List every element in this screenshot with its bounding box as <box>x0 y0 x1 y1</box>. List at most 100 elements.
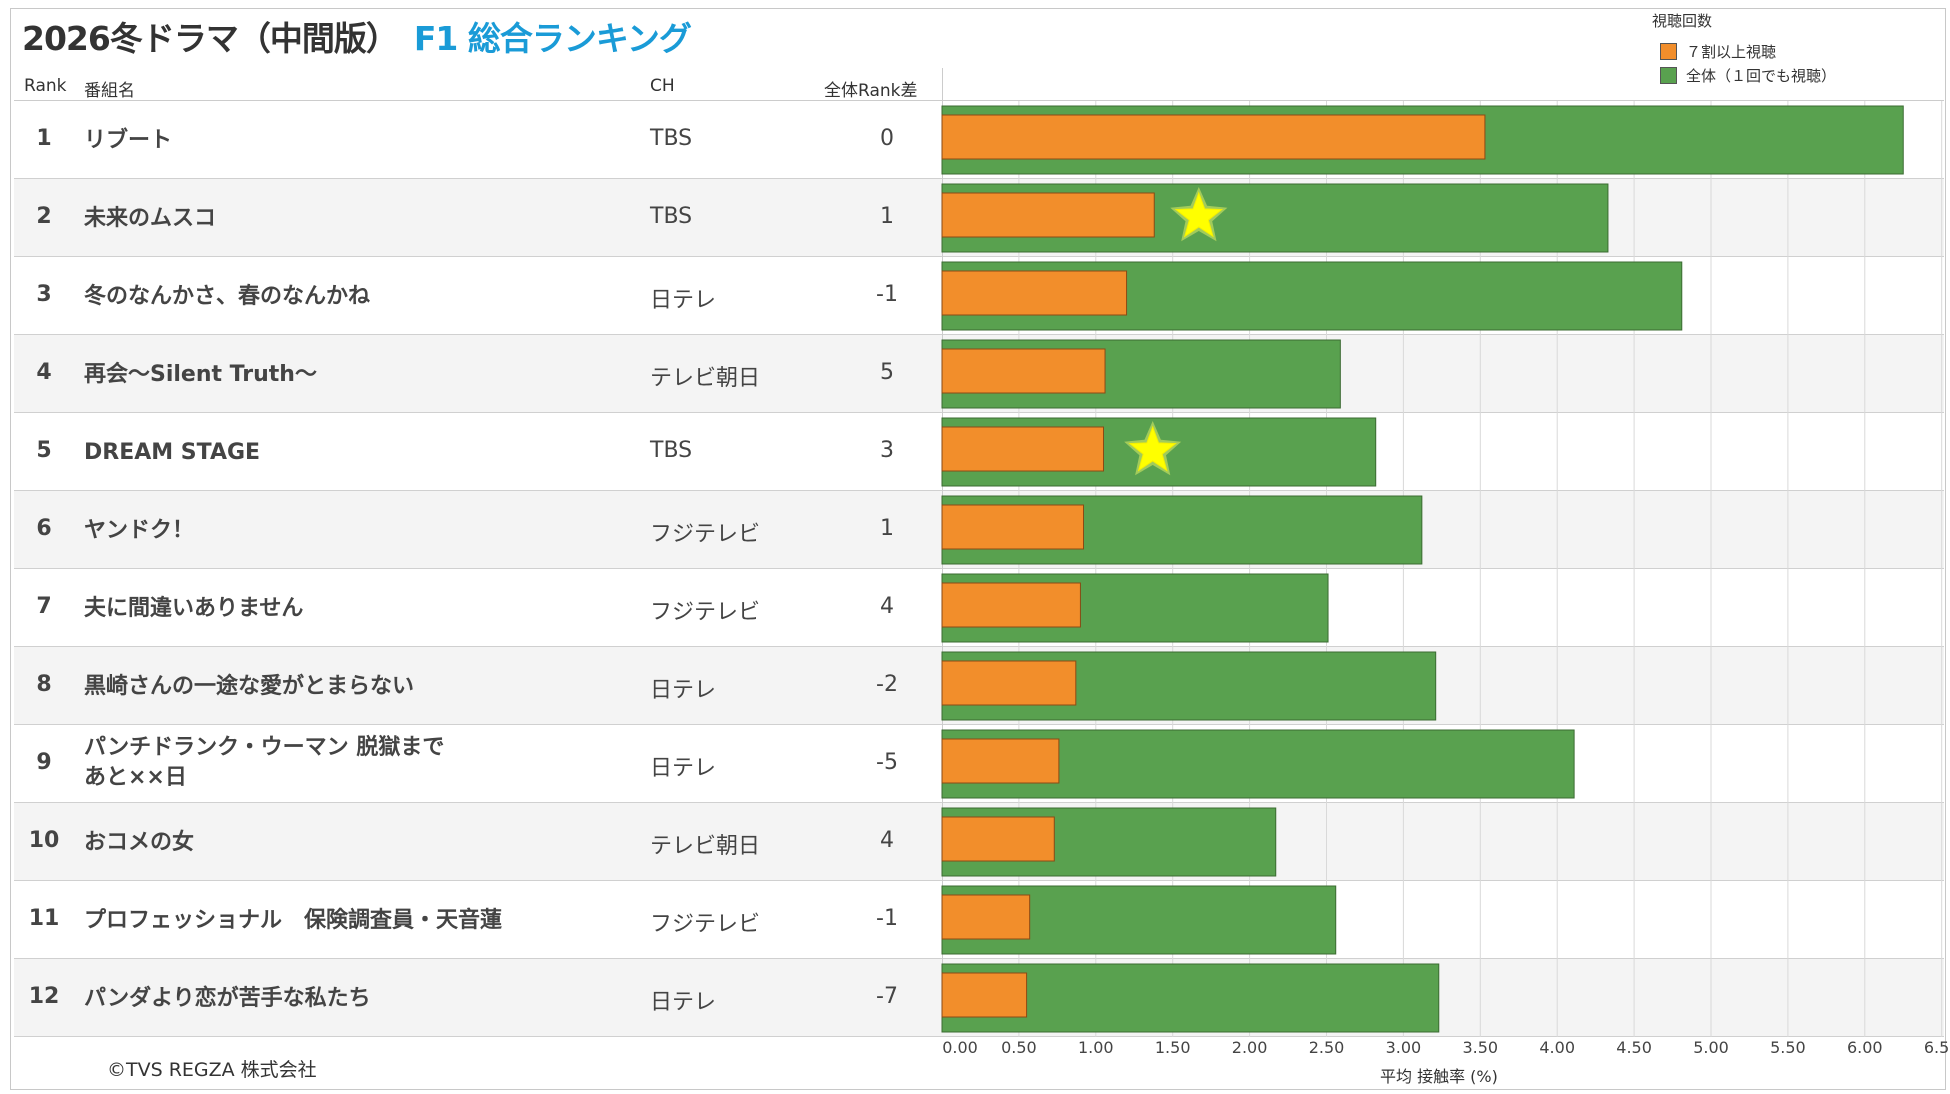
bar-70pct <box>941 426 1104 472</box>
rank-diff-cell: -1 <box>876 282 898 307</box>
star-icon <box>1128 425 1177 472</box>
bar-70pct <box>941 894 1031 940</box>
header-name: 番組名 <box>84 81 135 101</box>
program-name: パンチドランク・ウーマン 脱獄まであと××日 <box>84 735 445 790</box>
header-ch: CH <box>650 76 675 96</box>
channel-cell: TBS <box>650 126 693 151</box>
rank-diff-cell: 3 <box>880 438 894 463</box>
program-name: リブート <box>84 128 173 153</box>
header-diff: 全体Rank差 <box>824 81 918 101</box>
bar-70pct <box>941 972 1028 1018</box>
legend-item-any: 全体（１回でも視聴） <box>1660 63 1836 87</box>
x-tick-label: 6.50 <box>1924 1038 1950 1057</box>
x-tick-label: 1.00 <box>1078 1038 1114 1057</box>
x-tick-label: 5.00 <box>1693 1038 1729 1057</box>
header-divider <box>14 100 1944 101</box>
legend-title: 視聴回数 <box>1652 12 1713 30</box>
bar-70pct <box>941 348 1106 394</box>
bar-70pct <box>941 192 1155 238</box>
rank-cell: 1 <box>36 126 52 151</box>
x-tick-label: 0.50 <box>1001 1038 1037 1057</box>
bar-70pct <box>941 738 1060 784</box>
bar-70pct <box>941 270 1128 316</box>
channel-cell: TBS <box>650 204 693 229</box>
x-tick-label: 4.50 <box>1616 1038 1652 1057</box>
program-name: 未来のムスコ <box>84 206 217 231</box>
rank-diff-cell: 1 <box>880 204 894 229</box>
copyright: ©TVS REGZA 株式会社 <box>107 1059 317 1081</box>
bar-70pct <box>941 504 1084 550</box>
program-name: プロフェッショナル 保険調査員・天音蓮 <box>84 908 503 933</box>
program-name: 夫に間違いありません <box>84 596 304 621</box>
table-row: 7 夫に間違いありません フジテレビ 4 <box>14 569 1944 647</box>
bar-70pct <box>941 660 1077 706</box>
x-tick-label: 0.00 <box>942 1038 978 1057</box>
rank-cell: 8 <box>36 672 52 697</box>
header-rank: Rank <box>24 76 67 96</box>
program-name: 再会～Silent Truth～ <box>84 362 317 387</box>
legend-swatch-green <box>1660 66 1677 84</box>
channel-cell: 日テレ <box>650 288 717 313</box>
legend-swatch-orange <box>1660 42 1677 60</box>
channel-cell: TBS <box>650 438 693 463</box>
table-row: 3 冬のなんかさ、春のなんかね 日テレ -1 <box>14 257 1944 335</box>
rank-diff-cell: 0 <box>880 126 894 151</box>
channel-cell: フジテレビ <box>650 600 761 625</box>
legend-label-any: 全体（１回でも視聴） <box>1686 66 1837 85</box>
rank-diff-cell: 1 <box>880 516 894 541</box>
rank-cell: 12 <box>28 984 60 1009</box>
rank-cell: 9 <box>36 750 52 775</box>
x-tick-label: 3.00 <box>1386 1038 1422 1057</box>
rank-cell: 5 <box>36 438 52 463</box>
channel-cell: 日テレ <box>650 756 717 781</box>
x-tick-label: 4.00 <box>1539 1038 1575 1057</box>
x-tick-label: 5.50 <box>1770 1038 1806 1057</box>
rank-diff-cell: 4 <box>880 828 894 853</box>
rank-diff-cell: 4 <box>880 594 894 619</box>
rank-cell: 11 <box>28 906 60 931</box>
legend-item-full: ７割以上視聴 <box>1660 39 1836 63</box>
table-row: 1 リブート TBS 0 <box>14 101 1944 179</box>
program-name: DREAM STAGE <box>84 440 261 465</box>
program-name: 黒崎さんの一途な愛がとまらない <box>84 674 415 699</box>
channel-cell: フジテレビ <box>650 912 761 937</box>
rank-diff-cell: -7 <box>876 984 898 1009</box>
program-name: パンダより恋が苦手な私たち <box>84 986 371 1011</box>
channel-cell: テレビ朝日 <box>650 366 761 391</box>
rank-cell: 2 <box>36 204 52 229</box>
rank-cell: 3 <box>36 282 52 307</box>
bar-70pct <box>941 582 1081 628</box>
bar-70pct <box>941 816 1055 862</box>
rank-cell: 7 <box>36 594 52 619</box>
star-icon <box>1174 191 1224 238</box>
legend-label-full: ７割以上視聴 <box>1686 42 1777 61</box>
legend: 視聴回数 ７割以上視聴 全体（１回でも視聴） <box>1652 10 1836 87</box>
x-tick-label: 1.50 <box>1155 1038 1191 1057</box>
title-sub: F1 総合ランキング <box>413 19 692 58</box>
program-name: おコメの女 <box>84 830 195 855</box>
channel-cell: フジテレビ <box>650 522 761 547</box>
program-name: ヤンドク！ <box>84 518 195 543</box>
chart-frame <box>10 8 1946 1090</box>
rank-diff-cell: 5 <box>880 360 894 385</box>
channel-cell: 日テレ <box>650 990 717 1015</box>
program-name: 冬のなんかさ、春のなんかね <box>84 284 371 309</box>
channel-cell: 日テレ <box>650 678 717 703</box>
x-tick-label: 3.50 <box>1462 1038 1498 1057</box>
rank-diff-cell: -2 <box>876 672 898 697</box>
title-main: 2026冬ドラマ（中間版） <box>22 19 399 58</box>
bar-70pct <box>941 114 1486 160</box>
rank-diff-cell: -1 <box>876 906 898 931</box>
x-tick-label: 2.00 <box>1232 1038 1268 1057</box>
page-title: 2026冬ドラマ（中間版） F1 総合ランキング <box>22 12 692 60</box>
rank-cell: 6 <box>36 516 52 541</box>
table-row: 9 パンチドランク・ウーマン 脱獄まであと××日 日テレ -5 <box>14 725 1944 803</box>
rank-cell: 4 <box>36 360 52 385</box>
table-row: 11 プロフェッショナル 保険調査員・天音蓮 フジテレビ -1 <box>14 881 1944 959</box>
rank-diff-cell: -5 <box>876 750 898 775</box>
x-tick-label: 6.00 <box>1847 1038 1883 1057</box>
x-axis-label: 平均 接触率 (%) <box>1380 1067 1498 1086</box>
x-tick-label: 2.50 <box>1309 1038 1345 1057</box>
table-row: 5 DREAM STAGE TBS 3 <box>14 413 1944 491</box>
channel-cell: テレビ朝日 <box>650 834 761 859</box>
